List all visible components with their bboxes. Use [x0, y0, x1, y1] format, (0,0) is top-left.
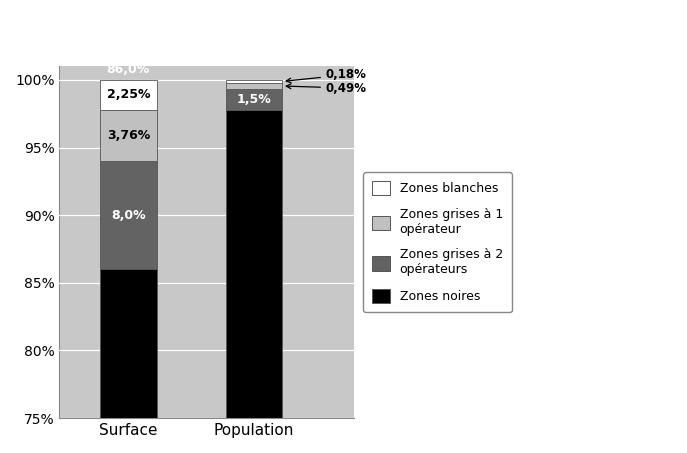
Text: 0,49%: 0,49% [286, 82, 367, 95]
Bar [100, 161, 157, 269]
Legend: Zones blanches, Zones grises à 1
opérateur, Zones grises à 2
opérateurs, Zones n: Zones blanches, Zones grises à 1 opérate… [363, 172, 512, 312]
Text: 8,0%: 8,0% [111, 209, 146, 222]
Bar [100, 80, 157, 110]
Text: 2,25%: 2,25% [106, 88, 150, 101]
Text: 0,18%: 0,18% [286, 68, 367, 83]
Bar [225, 80, 282, 83]
Text: 1,5%: 1,5% [236, 93, 271, 106]
Bar [100, 269, 157, 453]
Bar [225, 110, 282, 453]
Text: 97,8%: 97,8% [232, 14, 275, 28]
Bar [225, 83, 282, 89]
Bar [100, 110, 157, 161]
Bar [225, 89, 282, 110]
Text: 3,76%: 3,76% [106, 129, 150, 142]
Text: 86,0%: 86,0% [106, 63, 150, 76]
